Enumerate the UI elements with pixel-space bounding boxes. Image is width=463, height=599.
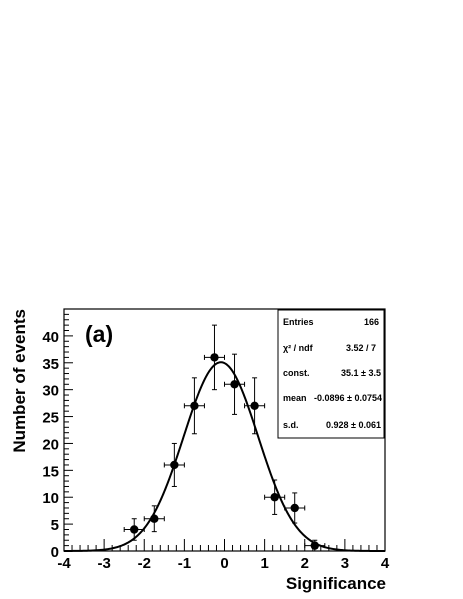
stats-chi2-label: χ² / ndf	[283, 343, 314, 353]
x-tick-label: 3	[341, 555, 349, 572]
data-point	[230, 380, 239, 389]
data-point	[170, 460, 179, 470]
stats-chi2-value: 3.52 / 7	[346, 343, 376, 353]
x-axis-title: Significance	[286, 574, 386, 593]
data-point	[190, 401, 199, 410]
y-tick-label: 5	[51, 517, 59, 534]
gaussian-fit-curve	[64, 361, 385, 552]
x-axis-ticks: -4 -3 -2 -1 0 1 2 3 4	[57, 539, 390, 572]
y-tick-label: 25	[42, 410, 59, 427]
y-tick-label: 20	[42, 436, 59, 453]
data-point	[210, 353, 219, 362]
stats-mean-label: mean	[283, 393, 307, 403]
x-tick-label: -4	[57, 555, 71, 572]
y-tick-label: 40	[42, 329, 59, 346]
data-point	[290, 503, 299, 513]
data-point	[250, 401, 259, 410]
stats-mean-value: -0.0896 ± 0.0754	[314, 393, 382, 403]
x-tick-label: -3	[97, 555, 110, 572]
x-tick-label: 4	[381, 555, 390, 572]
data-point	[270, 493, 279, 502]
x-tick-label: 0	[220, 555, 228, 572]
stats-sd-value: 0.928 ± 0.061	[326, 420, 381, 430]
panel-label: (a)	[85, 321, 113, 347]
stats-sd-label: s.d.	[283, 420, 299, 430]
stats-box: Entries 166 χ² / ndf 3.52 / 7 const. 35.…	[277, 309, 385, 439]
y-axis-ticks: 0 5 10 15 20 25 30 35 40	[42, 313, 73, 561]
y-tick-label: 35	[42, 356, 59, 373]
y-tick-label: 30	[42, 383, 59, 400]
x-tick-label: 1	[260, 555, 268, 572]
x-tick-label: -1	[178, 555, 191, 572]
data-point	[150, 514, 159, 523]
data-point	[310, 541, 319, 550]
y-tick-label: 10	[42, 490, 59, 507]
data-points	[123, 324, 326, 552]
y-axis-title: Number of events	[10, 309, 29, 453]
y-tick-label: 0	[51, 544, 59, 561]
stats-const-value: 35.1 ± 3.5	[341, 368, 381, 378]
stats-box-frame	[277, 309, 385, 439]
data-point	[130, 525, 139, 534]
stats-entries-value: 166	[364, 317, 379, 327]
y-tick-label: 15	[42, 463, 59, 480]
stats-const-label: const.	[283, 368, 310, 378]
x-tick-label: -2	[138, 555, 151, 572]
x-tick-label: 2	[301, 555, 309, 572]
stats-entries-label: Entries	[283, 317, 314, 327]
